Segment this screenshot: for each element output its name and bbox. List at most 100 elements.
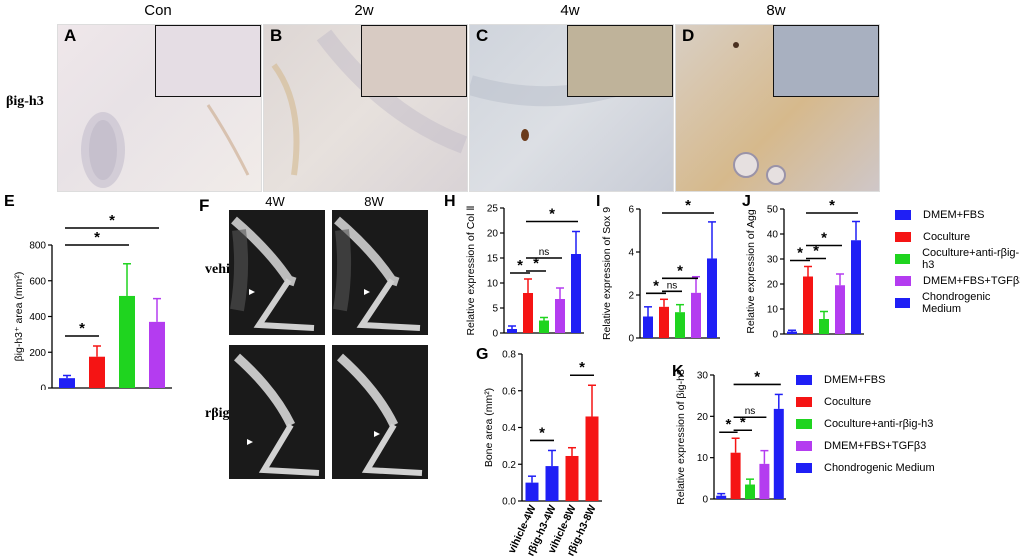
bar	[59, 378, 75, 388]
y-axis-label: Relative expression of Col Ⅱ	[465, 205, 477, 335]
legend-bottom: DMEM+FBS Coculture Coculture+anti-rβig-h…	[796, 369, 935, 479]
y-tick-label: 20	[767, 280, 779, 291]
xray-col-label-8w: 8W	[364, 194, 384, 209]
panel-letter-b: B	[270, 26, 283, 45]
bar	[523, 293, 533, 333]
bar	[507, 329, 517, 333]
significance-label: *	[539, 424, 545, 441]
significance-label: *	[653, 277, 659, 294]
y-tick-label: 20	[697, 412, 709, 423]
y-tick-label: 800	[29, 241, 46, 252]
significance-label: *	[829, 197, 835, 214]
bar	[571, 254, 581, 333]
legend-label: DMEM+FBS+TGFβ3	[923, 275, 1020, 287]
y-tick-label: 30	[697, 371, 709, 382]
significance-label: *	[797, 245, 803, 262]
bar	[803, 276, 813, 334]
y-tick-label: 6	[628, 205, 634, 216]
significance-label: *	[821, 230, 827, 247]
significance-label: *	[685, 197, 691, 214]
bar	[716, 495, 727, 499]
legend-label: Coculture+anti-rβig-h3	[824, 418, 934, 430]
y-tick-label: 0	[40, 384, 46, 391]
panel-letter-h: H	[444, 193, 456, 210]
panel-letter-d: D	[682, 26, 695, 45]
legend-label: Coculture	[923, 231, 971, 243]
panel-letter-g: G	[476, 346, 488, 363]
y-tick-label: 0	[628, 334, 634, 345]
significance-label: ns	[539, 247, 550, 258]
panel-letter-j: J	[742, 193, 751, 210]
y-axis-label: Relative expression of βig-h3	[675, 369, 687, 505]
bar	[119, 295, 135, 388]
significance-label: *	[79, 320, 85, 337]
y-tick-label: 0	[702, 495, 708, 506]
y-tick-label: 4	[628, 248, 634, 259]
legend-swatch	[796, 463, 812, 473]
column-title-4w: 4w	[560, 2, 580, 19]
y-axis-label: Relative expression of Agg	[745, 209, 757, 333]
y-tick-label: 200	[29, 348, 46, 359]
significance-label: ns	[745, 406, 756, 417]
legend-swatch	[895, 232, 911, 242]
micrograph-2w	[263, 24, 468, 192]
legend-swatch	[895, 298, 910, 308]
bar	[565, 455, 579, 501]
tissue-texture-2w	[271, 29, 467, 176]
y-tick-label: 10	[697, 453, 709, 464]
legend-label: Coculture+anti-rβig-h3	[922, 247, 1020, 271]
bar	[585, 416, 599, 501]
bar	[643, 316, 653, 338]
panel-letter-i: I	[596, 193, 600, 210]
bone-shape-rbigh3-8w	[337, 353, 423, 476]
legend-item: Coculture	[895, 226, 1020, 248]
legend-item: DMEM+FBS+TGFβ3	[796, 435, 935, 457]
legend-label: DMEM+FBS+TGFβ3	[824, 440, 927, 452]
y-tick-label: 15	[487, 254, 499, 265]
y-axis-label: βig-h3⁺ area (mm²)	[13, 272, 25, 362]
bar	[819, 319, 829, 334]
xray-vehicle-4w	[229, 210, 325, 335]
significance-label: ns	[667, 280, 678, 291]
xray-rbigh3-8w	[332, 345, 428, 479]
y-tick-label: 40	[767, 230, 779, 241]
legend-swatch	[796, 441, 812, 451]
legend-label: Chondrogenic Medium	[921, 291, 991, 315]
bar	[745, 484, 755, 499]
bar	[787, 331, 797, 334]
significance-label: *	[533, 255, 539, 272]
row-label-bigh3: βig-h3	[6, 94, 44, 109]
micrograph-con	[57, 24, 262, 192]
legend-item: DMEM+FBS	[895, 204, 1020, 226]
bone-shape-vehicle-8w	[333, 216, 421, 331]
inset-8w	[773, 25, 879, 97]
panel-letter-c: C	[476, 26, 489, 45]
y-tick-label: 0.8	[502, 350, 516, 361]
bar	[89, 356, 105, 388]
bar	[675, 312, 685, 338]
bar	[545, 466, 559, 501]
chart-h: H 0 5 10 15 20 25 Relative expression of Col Ⅱ *…	[444, 193, 584, 340]
inset-2w	[361, 25, 467, 97]
y-tick-label: 600	[29, 276, 46, 287]
inset-con	[155, 25, 261, 97]
significance-label: *	[109, 212, 115, 229]
legend-label: DMEM+FBS	[923, 209, 985, 221]
legend-swatch	[895, 276, 911, 286]
legend-item: Chondrogenic Medium	[895, 291, 1020, 315]
y-tick-label: 30	[767, 255, 779, 266]
panel-letter-e: E	[4, 193, 15, 210]
y-axis-label: Bone area (mm²)	[483, 388, 495, 467]
legend-swatch	[796, 397, 812, 407]
legend-label: Coculture	[824, 396, 872, 408]
bar	[730, 452, 741, 499]
panel-letter-f: F	[199, 196, 210, 215]
legend-label: Chondrogenic Medium	[824, 462, 935, 474]
legend-item: Chondrogenic Medium	[796, 457, 935, 479]
panel-letter-a: A	[64, 26, 77, 45]
legend-swatch	[796, 419, 812, 429]
y-tick-label: 20	[487, 229, 499, 240]
y-tick-label: 10	[767, 305, 779, 316]
